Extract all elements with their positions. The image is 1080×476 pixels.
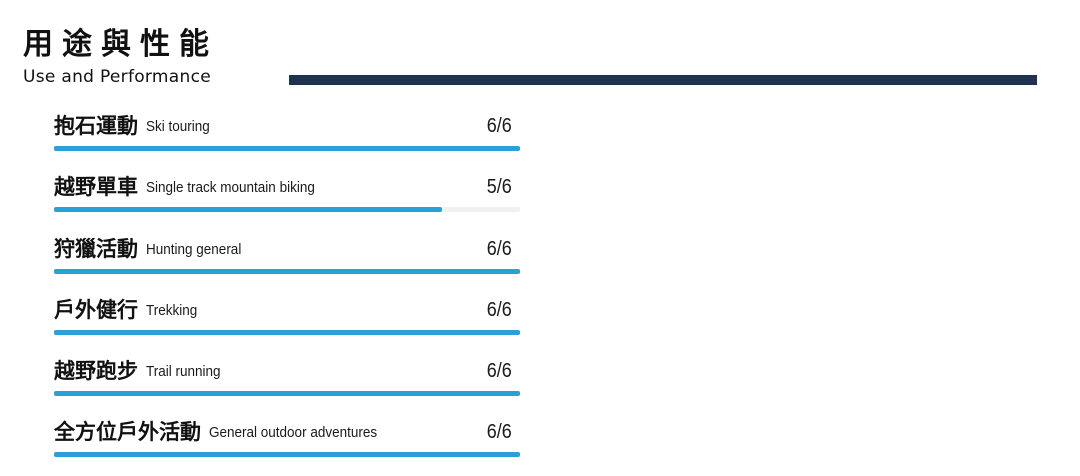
activity-score: 6/6 — [486, 237, 512, 260]
section-title-zh: 用途與性能 — [23, 27, 218, 62]
activity-label-zh: 越野單車 — [54, 174, 138, 200]
activity-label-zh: 抱石運動 — [54, 113, 138, 138]
performance-row: 越野跑步 Trail running 6/6 — [54, 353, 520, 414]
rating-bar-fill — [54, 268, 520, 274]
performance-row: 全方位戶外活動 General outdoor adventures 6/6 — [54, 414, 520, 475]
rating-bar-track — [54, 391, 520, 397]
rating-bar-fill — [54, 452, 520, 458]
performance-list: 抱石運動 Ski touring 6/6 越野單車 Single track m… — [54, 108, 520, 476]
rating-bar-track — [54, 452, 520, 458]
activity-label-zh: 狩獵活動 — [54, 235, 138, 261]
rating-bar-fill — [54, 146, 520, 151]
activity-score: 6/6 — [486, 421, 512, 444]
rating-bar-fill — [54, 391, 520, 397]
activity-label-en: Single track mountain biking — [146, 179, 315, 197]
performance-row: 戶外健行 Trekking 6/6 — [54, 292, 520, 353]
activity-label-zh: 全方位戶外活動 — [54, 419, 201, 445]
rating-bar-fill — [54, 329, 520, 335]
activity-score: 6/6 — [486, 360, 512, 383]
section-title-en: Use and Performance — [23, 67, 211, 87]
activity-label-en: Hunting general — [146, 240, 242, 258]
activity-label-zh: 越野跑步 — [54, 358, 138, 384]
activity-label-en: General outdoor adventures — [209, 424, 378, 442]
performance-row: 狩獵活動 Hunting general 6/6 — [54, 231, 520, 292]
rating-bar-fill — [54, 207, 443, 213]
performance-row: 越野單車 Single track mountain biking 5/6 — [54, 169, 520, 230]
header-divider — [289, 75, 1037, 85]
rating-bar-track — [54, 329, 520, 335]
activity-label-zh: 戶外健行 — [54, 296, 138, 322]
performance-row: 抱石運動 Ski touring 6/6 — [54, 108, 520, 169]
activity-score: 5/6 — [486, 176, 512, 199]
rating-bar-track — [54, 268, 520, 274]
rating-bar-track — [54, 146, 520, 151]
activity-score: 6/6 — [486, 115, 512, 137]
activity-label-en: Trekking — [146, 301, 198, 319]
rating-bar-track — [54, 207, 520, 213]
activity-label-en: Ski touring — [146, 118, 210, 135]
activity-label-en: Trail running — [146, 363, 221, 381]
activity-score: 6/6 — [486, 298, 512, 321]
